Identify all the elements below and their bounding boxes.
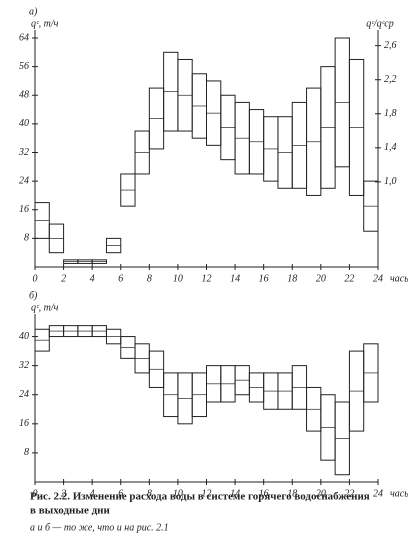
panel-label: а) xyxy=(29,6,38,17)
x-tick-label: 0 xyxy=(33,273,38,284)
x-tick-label: 20 xyxy=(316,273,326,284)
x-tick-label: 12 xyxy=(202,488,212,499)
x-tick-label: 6 xyxy=(118,488,123,499)
x-tick-label: 22 xyxy=(344,273,354,284)
x-tick-label: 6 xyxy=(118,273,123,284)
x-tick-label: 18 xyxy=(287,488,297,499)
x-tick-label: 2 xyxy=(61,273,66,284)
y-tick-label: 16 xyxy=(19,418,29,429)
y-tick-label: 16 xyxy=(19,204,29,215)
y-tick-label: 40 xyxy=(19,331,29,342)
x-tick-label: 14 xyxy=(230,488,240,499)
panel-label: б) xyxy=(29,290,38,301)
y-tick-label: 24 xyxy=(19,389,29,400)
x-label: часы xyxy=(390,488,408,499)
y-tick-label: 8 xyxy=(24,233,29,244)
x-tick-label: 8 xyxy=(147,273,152,284)
x-tick-label: 10 xyxy=(173,273,183,284)
y-tick-label: 48 xyxy=(19,90,29,101)
x-tick-label: 12 xyxy=(202,273,212,284)
y2-tick-label: 1,8 xyxy=(384,108,397,119)
x-tick-label: 10 xyxy=(173,488,183,499)
x-tick-label: 14 xyxy=(230,273,240,284)
y-tick-label: 24 xyxy=(19,175,29,186)
x-tick-label: 18 xyxy=(287,273,297,284)
x-tick-label: 20 xyxy=(316,488,326,499)
x-tick-label: 0 xyxy=(33,488,38,499)
y-tick-label: 32 xyxy=(18,147,29,158)
x-label: часы xyxy=(390,273,408,284)
caption-line: в выходные дни xyxy=(30,505,111,517)
y-tick-label: 32 xyxy=(18,360,29,371)
y2-tick-label: 1,0 xyxy=(384,176,397,187)
caption-note: а и б — то же, что и на рис. 2.1 xyxy=(30,522,169,533)
x-tick-label: 16 xyxy=(259,488,269,499)
x-tick-label: 8 xyxy=(147,488,152,499)
y-tick-label: 40 xyxy=(19,118,29,129)
y2-label: qᶜ/qᶜср xyxy=(366,18,393,29)
y-tick-label: 64 xyxy=(19,32,29,43)
y-tick-label: 8 xyxy=(24,447,29,458)
y2-tick-label: 2,6 xyxy=(384,40,397,51)
x-tick-label: 4 xyxy=(90,273,95,284)
y2-tick-label: 1,4 xyxy=(384,142,397,153)
y-label: qᶜ, т/ч xyxy=(31,302,59,313)
x-tick-label: 4 xyxy=(90,488,95,499)
x-tick-label: 24 xyxy=(373,273,383,284)
x-tick-label: 16 xyxy=(259,273,269,284)
x-tick-label: 22 xyxy=(344,488,354,499)
x-tick-label: 24 xyxy=(373,488,383,499)
x-tick-label: 2 xyxy=(61,488,66,499)
y-label: qᶜ, т/ч xyxy=(31,18,59,29)
y-tick-label: 56 xyxy=(19,61,29,72)
caption-line: Рис. 2.2. Изменение расхода воды в систе… xyxy=(30,491,370,503)
y2-tick-label: 2,2 xyxy=(384,74,397,85)
